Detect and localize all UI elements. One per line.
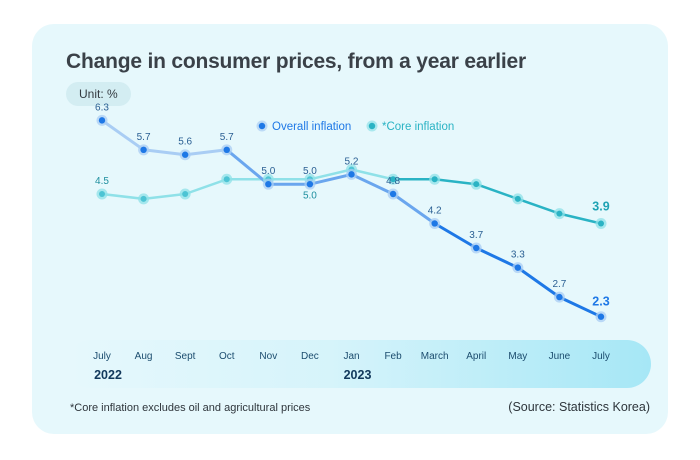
x-tick-label: July	[93, 351, 111, 362]
x-tick-label: Jan	[343, 351, 359, 362]
core-point	[99, 191, 105, 197]
core-point	[390, 176, 397, 183]
x-tick-label: Nov	[259, 351, 277, 362]
core-point	[431, 176, 438, 183]
core-line-early	[100, 168, 395, 201]
core-point	[514, 195, 521, 202]
core-point	[182, 191, 189, 197]
chart-title: Change in consumer prices, from a year e…	[66, 50, 526, 73]
legend-marker	[368, 122, 376, 130]
overall-point	[306, 180, 314, 188]
overall-point	[389, 190, 397, 198]
overall-point	[473, 244, 480, 252]
overall-point	[597, 313, 605, 320]
x-tick-label: Aug	[135, 351, 153, 362]
x-tick-label: March	[421, 351, 449, 362]
x-tick-label: June	[549, 351, 571, 362]
overall-data-label: 6.3	[95, 102, 109, 113]
core-point	[473, 181, 480, 188]
overall-data-label: 2.7	[552, 279, 566, 290]
x-tick-label: July	[592, 351, 610, 362]
overall-point	[431, 220, 438, 227]
overall-data-label: 5.2	[345, 156, 359, 167]
core-data-label: 5.0	[303, 190, 317, 201]
footnote: *Core inflation excludes oil and agricul…	[70, 402, 311, 414]
overall-point	[265, 180, 272, 188]
overall-data-label: 5.0	[261, 166, 275, 177]
legend-marker	[258, 122, 266, 130]
overall-data-label: 3.7	[469, 230, 483, 241]
overall-data-label: 3.3	[511, 250, 525, 261]
source-note: (Source: Statistics Korea)	[508, 400, 650, 414]
overall-data-label: 2.3	[592, 295, 609, 309]
x-tick-label: Oct	[219, 351, 235, 362]
core-data-label: 3.9	[592, 199, 609, 213]
legend-label: Overall inflation	[272, 121, 351, 133]
overall-point	[223, 146, 230, 154]
core-point	[223, 176, 230, 183]
core-point	[556, 210, 563, 217]
x-tick-label: May	[508, 351, 527, 362]
x-tick-label: April	[466, 351, 486, 362]
overall-point	[556, 293, 563, 301]
overall-data-label: 4.8	[386, 176, 400, 187]
x-tick-label: Feb	[384, 351, 402, 362]
year-label: 2023	[344, 368, 372, 382]
legend-label: *Core inflation	[382, 121, 454, 133]
overall-point	[98, 117, 106, 124]
x-tick-label: Dec	[301, 351, 319, 362]
core-line-recent	[391, 178, 603, 225]
overall-point	[140, 146, 147, 154]
overall-data-label: 5.7	[220, 132, 234, 143]
x-tick-label: Sept	[175, 351, 196, 362]
overall-data-label: 5.0	[303, 166, 317, 177]
overall-point	[514, 264, 522, 271]
year-label: 2022	[94, 368, 122, 382]
overall-line-early	[100, 118, 229, 157]
overall-data-label: 5.6	[178, 137, 192, 148]
x-axis-band	[66, 340, 651, 388]
overall-data-label: 4.2	[428, 205, 442, 216]
overall-data-label: 5.7	[137, 132, 151, 143]
core-data-label: 4.5	[95, 176, 109, 187]
overall-line-mid	[225, 148, 437, 225]
core-point	[598, 220, 604, 227]
overall-point	[348, 171, 355, 178]
core-point	[140, 195, 147, 202]
overall-point	[181, 151, 189, 158]
unit-badge: Unit: %	[66, 82, 131, 106]
